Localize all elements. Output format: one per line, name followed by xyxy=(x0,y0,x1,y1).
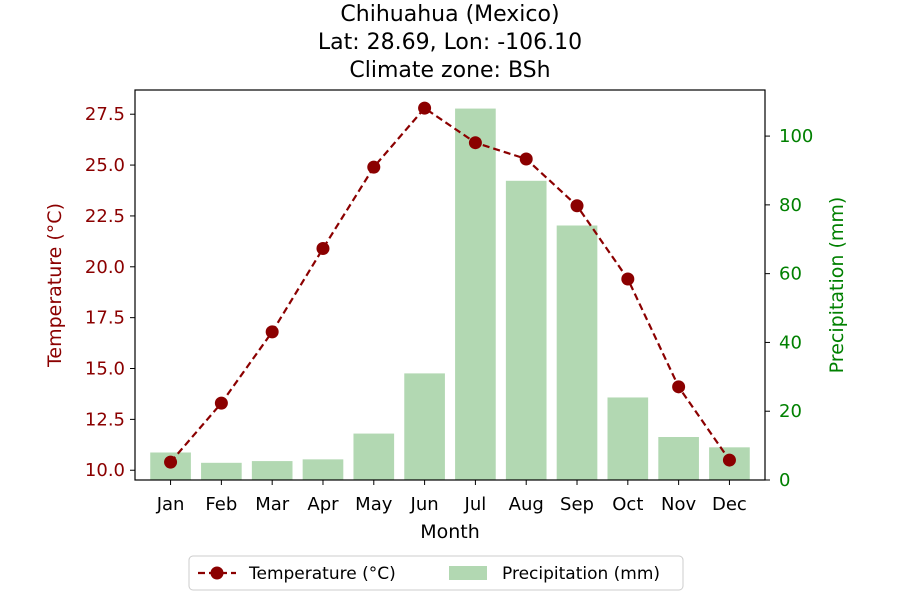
left-axis-ticks: 10.0 12.5 15.0 17.5 20.0 22.5 25.0 27.5 xyxy=(85,104,135,481)
left-tick-label: 22.5 xyxy=(85,206,125,227)
right-axis-label: Precipitation (mm) xyxy=(826,197,848,374)
precipitation-bar xyxy=(251,461,293,480)
plot-frame xyxy=(134,89,766,481)
x-axis-ticks: Jan Feb Mar Apr May Jun Jul Aug Sep Oct Nov Dec xyxy=(156,480,747,515)
temperature-point xyxy=(672,380,686,394)
x-tick-label: Sep xyxy=(560,494,594,515)
legend-precipitation-swatch xyxy=(449,566,487,580)
x-tick-label: Nov xyxy=(661,494,696,515)
right-tick-label: 0 xyxy=(779,470,790,491)
precipitation-bar xyxy=(607,397,649,480)
x-tick-label: Jun xyxy=(410,494,439,515)
left-tick-label: 10.0 xyxy=(85,460,125,481)
left-tick-label: 27.5 xyxy=(85,104,125,125)
right-tick-label: 60 xyxy=(779,264,802,285)
chart-title-line-1: Chihuahua (Mexico) xyxy=(340,2,559,27)
temperature-line xyxy=(164,101,736,469)
precipitation-bar xyxy=(302,459,344,480)
left-tick-label: 20.0 xyxy=(85,257,125,278)
right-tick-label: 20 xyxy=(779,401,802,422)
chart-title-line-2: Lat: 28.69, Lon: -106.10 xyxy=(318,30,582,55)
temperature-point xyxy=(570,199,584,213)
temperature-point xyxy=(418,101,432,115)
precipitation-bar xyxy=(505,180,547,481)
temperature-point xyxy=(722,453,736,467)
legend-temperature-label: Temperature (°C) xyxy=(248,564,396,584)
right-tick-label: 100 xyxy=(779,126,813,147)
temperature-point xyxy=(621,272,635,286)
left-axis-label: Temperature (°C) xyxy=(44,203,66,368)
precipitation-bar xyxy=(201,462,242,480)
legend-precipitation-label: Precipitation (mm) xyxy=(502,564,660,584)
left-tick-label: 25.0 xyxy=(85,155,125,176)
legend: Temperature (°C) Precipitation (mm) xyxy=(188,555,684,591)
chart-title-line-3: Climate zone: BSh xyxy=(349,58,550,83)
temperature-point xyxy=(519,152,533,166)
x-axis-label: Month xyxy=(420,521,480,543)
right-axis-ticks: 0 20 40 60 80 100 xyxy=(765,126,813,491)
x-tick-label: Feb xyxy=(205,494,237,515)
right-tick-label: 80 xyxy=(779,195,802,216)
x-tick-label: Aug xyxy=(509,494,544,515)
legend-temperature-marker xyxy=(210,566,224,580)
x-tick-label: May xyxy=(355,494,393,515)
temperature-point xyxy=(265,325,279,339)
precipitation-bars xyxy=(150,108,750,481)
x-tick-label: Oct xyxy=(612,494,643,515)
temperature-point xyxy=(214,396,228,410)
left-tick-label: 12.5 xyxy=(85,409,125,430)
x-tick-label: Jan xyxy=(156,494,185,515)
x-tick-label: Apr xyxy=(307,494,339,515)
x-tick-label: Dec xyxy=(712,494,747,515)
left-tick-label: 17.5 xyxy=(85,308,125,329)
precipitation-bar xyxy=(353,433,395,480)
temperature-point xyxy=(164,455,178,469)
x-tick-label: Mar xyxy=(255,494,290,515)
left-tick-label: 15.0 xyxy=(85,359,125,380)
precipitation-bar xyxy=(455,108,496,481)
temperature-polyline xyxy=(169,106,731,463)
right-tick-label: 40 xyxy=(779,332,802,353)
x-tick-label: Jul xyxy=(464,494,487,515)
precipitation-bar xyxy=(556,225,598,480)
temperature-point xyxy=(367,160,381,174)
legend-box xyxy=(188,555,684,591)
temperature-point xyxy=(316,241,330,255)
temperature-point xyxy=(468,136,482,150)
precipitation-bar xyxy=(404,373,445,480)
precipitation-bar xyxy=(658,437,699,480)
